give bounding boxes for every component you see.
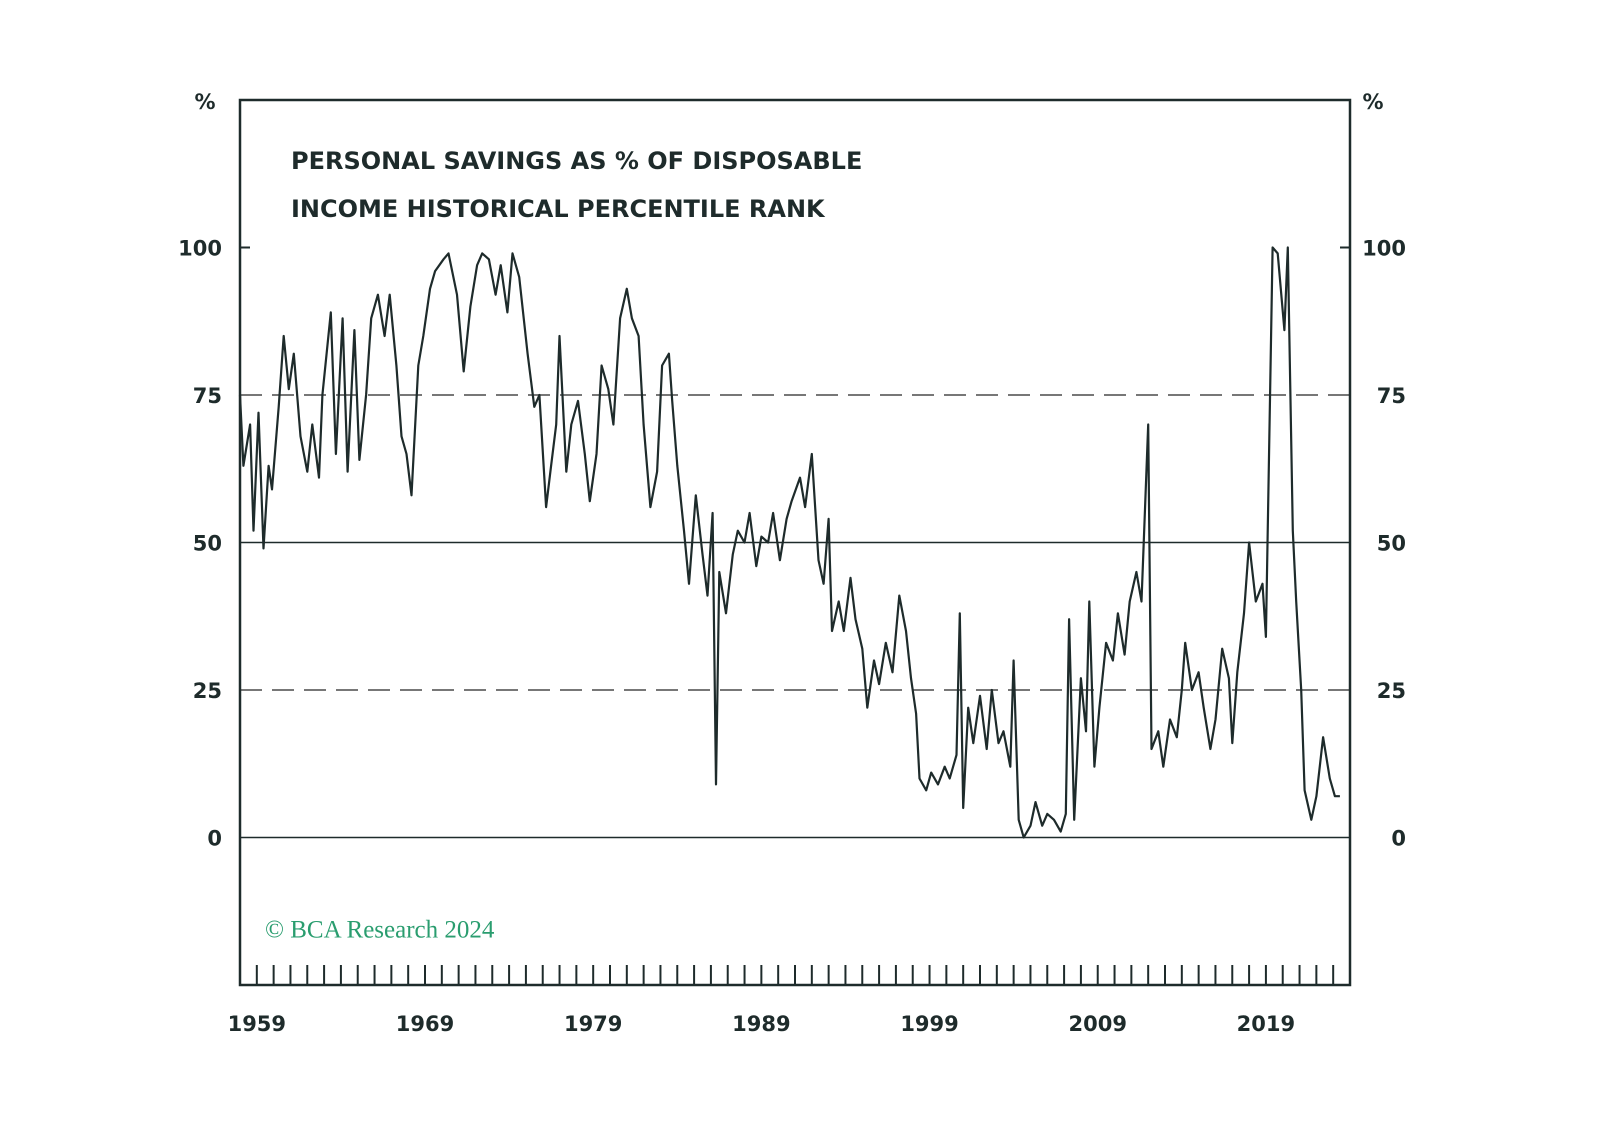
x-tick-label: 1959	[228, 1012, 286, 1036]
y2-tick-label: 0	[1391, 827, 1406, 851]
y-tick-label: 100	[178, 237, 222, 261]
x-tick-label: 1979	[564, 1012, 622, 1036]
x-tick-label: 2009	[1069, 1012, 1127, 1036]
x-tick-label: 1989	[732, 1012, 790, 1036]
chart-title-line: INCOME HISTORICAL PERCENTILE RANK	[291, 195, 826, 223]
y-tick-label: 50	[193, 532, 222, 556]
y2-tick-label: 75	[1377, 384, 1406, 408]
y2-tick-label: 50	[1377, 532, 1406, 556]
source-note: © BCA Research 2024	[265, 917, 495, 944]
plot-frame	[238, 98, 1352, 987]
y-tick-label: 75	[193, 384, 222, 408]
x-tick-label: 2019	[1237, 1012, 1295, 1036]
y2-tick-label: 25	[1377, 679, 1406, 703]
x-tick-label: 1969	[396, 1012, 454, 1036]
y-tick-label: 25	[193, 679, 222, 703]
x-tick-label: 1999	[900, 1012, 958, 1036]
y-tick-label: 0	[207, 827, 222, 851]
y2-tick-label: 100	[1362, 237, 1406, 261]
data-line	[238, 246, 1340, 839]
chart-title-line: PERSONAL SAVINGS AS % OF DISPOSABLE	[291, 147, 862, 175]
y2-axis-unit: %	[1362, 90, 1383, 114]
y-axis-unit: %	[194, 90, 215, 114]
